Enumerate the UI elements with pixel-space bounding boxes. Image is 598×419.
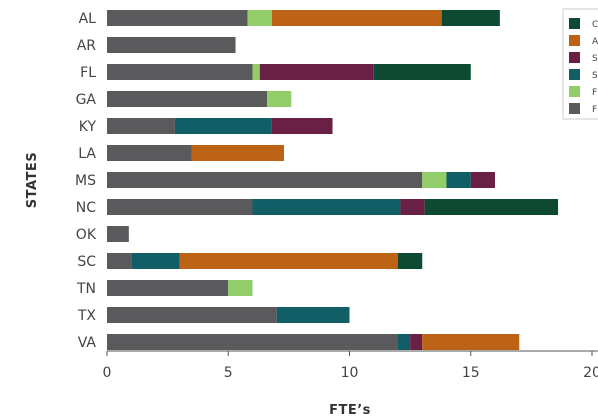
category-label-al: AL bbox=[79, 11, 97, 27]
legend-swatch-s2 bbox=[569, 86, 580, 97]
bar-nc-s3 bbox=[252, 199, 401, 215]
bar-al-s1 bbox=[107, 10, 248, 26]
bar-sc-s5 bbox=[179, 253, 398, 269]
x-axis-title: FTE’s bbox=[329, 403, 371, 418]
bar-sc-s3 bbox=[131, 253, 180, 269]
bar-ky-s4 bbox=[271, 118, 333, 134]
legend-label-s1: F bbox=[592, 105, 597, 115]
category-label-la: LA bbox=[78, 146, 96, 162]
legend-label-s5: A bbox=[592, 37, 598, 47]
y-axis-title: STATES bbox=[25, 152, 40, 208]
bar-tx-s1 bbox=[107, 307, 277, 323]
category-label-ok: OK bbox=[76, 227, 97, 243]
bar-fl-s4 bbox=[259, 64, 374, 80]
legend-swatch-s5 bbox=[569, 35, 580, 46]
category-label-fl: FL bbox=[80, 65, 96, 81]
x-tick-label-5: 5 bbox=[224, 365, 233, 381]
bar-ms-s2 bbox=[422, 172, 447, 188]
bars-layer bbox=[107, 10, 559, 350]
bar-tn-s2 bbox=[228, 280, 253, 296]
x-tick-label-20: 20 bbox=[583, 365, 598, 381]
bar-sc-s6 bbox=[398, 253, 423, 269]
legend-label-s6: C bbox=[592, 20, 598, 30]
category-labels: AL AR FL GA KY LA MS NC OK SC TN TX VA bbox=[75, 11, 97, 351]
bar-la-s5 bbox=[191, 145, 285, 161]
bar-fl-s1 bbox=[107, 64, 253, 80]
bar-ky-s3 bbox=[174, 118, 272, 134]
legend-label-s4: S bbox=[592, 54, 598, 64]
bar-ar-s1 bbox=[107, 37, 236, 53]
legend-swatch-s4 bbox=[569, 52, 580, 63]
x-tick-label-10: 10 bbox=[341, 365, 359, 381]
category-label-ms: MS bbox=[75, 173, 96, 189]
legend-label-s2: F bbox=[592, 88, 597, 98]
bar-va-s4 bbox=[410, 334, 423, 350]
category-label-sc: SC bbox=[77, 254, 96, 270]
bar-nc-s4 bbox=[400, 199, 425, 215]
x-axis-ticks: 0 5 10 15 20 bbox=[103, 351, 598, 381]
bar-ms-s1 bbox=[107, 172, 423, 188]
legend-swatch-s6 bbox=[569, 18, 580, 29]
bar-va-s5 bbox=[422, 334, 520, 350]
category-label-ky: KY bbox=[79, 119, 97, 135]
bar-al-s2 bbox=[247, 10, 272, 26]
bar-sc-s1 bbox=[107, 253, 132, 269]
bar-ms-s3 bbox=[446, 172, 471, 188]
bar-al-s6 bbox=[441, 10, 500, 26]
category-label-va: VA bbox=[78, 335, 97, 351]
bar-la-s1 bbox=[107, 145, 192, 161]
legend-swatch-s3 bbox=[569, 69, 580, 80]
bar-ok-s1 bbox=[107, 226, 129, 242]
bar-nc-s1 bbox=[107, 199, 253, 215]
bar-va-s3 bbox=[398, 334, 411, 350]
category-label-tx: TX bbox=[77, 308, 97, 324]
bar-tx-s3 bbox=[276, 307, 350, 323]
bar-al-s5 bbox=[271, 10, 442, 26]
category-label-ga: GA bbox=[76, 92, 97, 108]
bar-ga-s2 bbox=[267, 91, 292, 107]
bar-ky-s1 bbox=[107, 118, 175, 134]
x-tick-label-0: 0 bbox=[103, 365, 112, 381]
x-tick-label-15: 15 bbox=[462, 365, 480, 381]
bar-va-s1 bbox=[107, 334, 398, 350]
bar-nc-s6 bbox=[424, 199, 559, 215]
bar-fl-s6 bbox=[373, 64, 471, 80]
bar-fl-s2 bbox=[252, 64, 260, 80]
legend-label-s3: S bbox=[592, 71, 598, 81]
category-label-nc: NC bbox=[76, 200, 96, 216]
category-label-ar: AR bbox=[77, 38, 97, 54]
category-label-tn: TN bbox=[76, 281, 96, 297]
bar-ga-s1 bbox=[107, 91, 268, 107]
bar-ms-s4 bbox=[470, 172, 495, 188]
legend-frame bbox=[562, 8, 598, 120]
legend-swatch-s1 bbox=[569, 103, 580, 114]
bar-tn-s1 bbox=[107, 280, 229, 296]
